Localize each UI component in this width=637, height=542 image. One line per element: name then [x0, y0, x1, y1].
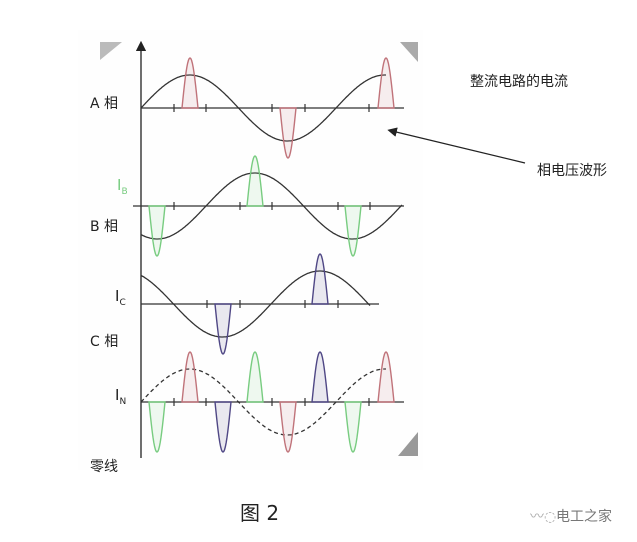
current-c-subscript: C [119, 298, 126, 308]
label-current-b: IB [117, 176, 128, 197]
corner-shadow [398, 432, 418, 456]
label-phase-a: A 相 [90, 96, 119, 112]
phase-b-current-pulse [344, 205, 362, 257]
phase-b-voltage [140, 172, 403, 240]
neutral-current-pulse [181, 351, 199, 403]
phase-b-current-pulse [246, 155, 264, 207]
phase-a-current-pulse [279, 107, 297, 159]
watermark-text: 电工之家 [556, 509, 612, 525]
figure-background [78, 30, 423, 470]
label-current-c: IC [115, 287, 126, 308]
current-b-symbol: I [117, 176, 122, 194]
neutral-current-pulse [344, 401, 362, 453]
label-phase-b: B 相 [90, 219, 119, 235]
current-n-symbol: I [115, 386, 120, 404]
neutral-current-pulse [148, 401, 166, 453]
annotation-arrow [387, 127, 526, 164]
phase-a-current-pulse [181, 57, 199, 109]
current-b-subscript: B [121, 187, 128, 197]
wechat-bird-icon: 〰◌ [530, 509, 557, 525]
neutral-reference-voltage [140, 368, 386, 436]
annotation-phase-voltage: 相电压波形 [537, 163, 607, 179]
label-current-n: IN [115, 386, 126, 407]
corner-shadow [100, 42, 122, 60]
phase-a-current-pulse [377, 57, 395, 109]
figure-caption: 图 2 [240, 501, 280, 525]
neutral-current-pulse [377, 351, 395, 403]
phase-a-voltage [140, 74, 386, 142]
neutral-current-pulse [279, 401, 297, 453]
phase-c-current-pulse [214, 303, 232, 355]
neutral-current-pulse [246, 351, 264, 403]
phase-c-voltage [140, 270, 371, 338]
label-phase-c: C 相 [90, 334, 119, 350]
annotation-rectifier-current: 整流电路的电流 [470, 74, 568, 90]
phase-c-current-pulse [311, 253, 329, 305]
corner-shadow [400, 42, 418, 62]
current-c-symbol: I [115, 287, 120, 305]
current-n-subscript: N [119, 397, 127, 407]
neutral-current-pulse [311, 351, 329, 403]
neutral-current-pulse [214, 401, 232, 453]
label-neutral: 零线 [90, 459, 118, 475]
phase-b-current-pulse [148, 205, 166, 257]
